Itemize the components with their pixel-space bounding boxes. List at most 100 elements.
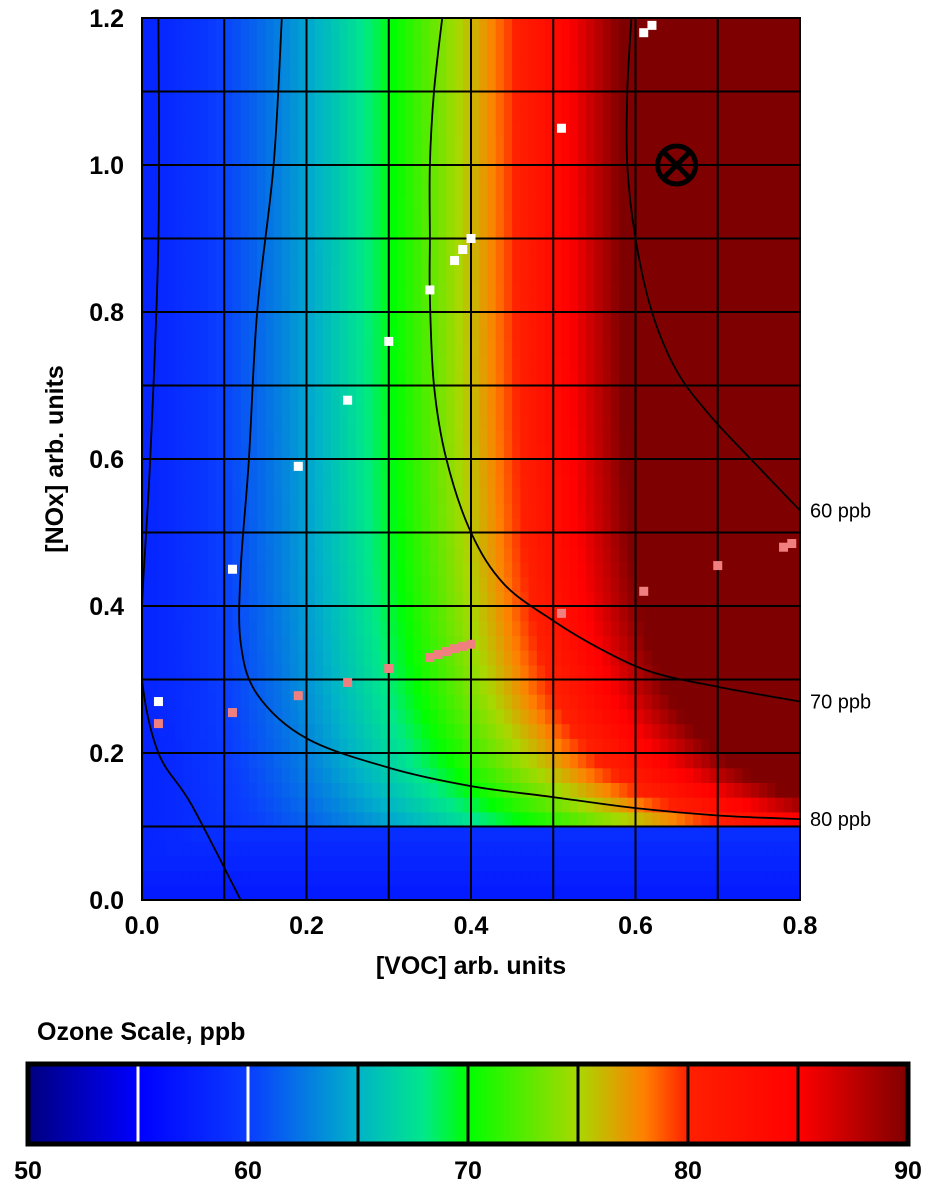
- heat-cell: [298, 444, 308, 460]
- heat-cell: [586, 209, 595, 225]
- heat-cell: [429, 708, 439, 725]
- heat-cell: [166, 370, 176, 387]
- heat-cell: [265, 635, 275, 651]
- heat-cell: [586, 606, 595, 622]
- heat-cell: [322, 267, 332, 284]
- heat-cell: [479, 267, 489, 284]
- heat-cell: [158, 503, 168, 519]
- heat-cell: [372, 297, 382, 313]
- heat-cell: [487, 664, 497, 681]
- heat-cell: [421, 811, 431, 828]
- heat-cell: [273, 606, 283, 622]
- heat-cell: [158, 194, 168, 210]
- heat-cell: [347, 209, 357, 225]
- heat-cell: [174, 356, 184, 372]
- heat-cell: [586, 326, 595, 342]
- heat-cell: [701, 885, 711, 900]
- heat-cell: [248, 517, 258, 534]
- heat-cell: [503, 679, 513, 695]
- heat-cell: [429, 561, 439, 578]
- heat-cell: [660, 32, 669, 48]
- heat-cell: [487, 444, 497, 460]
- heat-cell: [767, 267, 776, 284]
- heat-cell: [742, 282, 752, 298]
- heat-cell: [405, 179, 415, 195]
- heat-cell: [635, 650, 645, 666]
- heat-cell: [355, 576, 365, 592]
- heat-cell: [207, 165, 217, 181]
- heat-cell: [767, 356, 776, 372]
- heat-cell: [471, 620, 480, 636]
- heat-cell: [191, 194, 201, 210]
- heat-cell: [462, 782, 472, 798]
- heat-cell: [676, 76, 686, 93]
- heat-cell: [569, 165, 579, 181]
- heat-cell: [758, 414, 768, 431]
- heat-cell: [503, 532, 513, 548]
- heat-cell: [742, 400, 752, 416]
- heat-cell: [166, 267, 176, 284]
- heat-cell: [750, 503, 760, 519]
- heat-cell: [339, 532, 349, 548]
- heat-cell: [174, 135, 184, 151]
- heat-cell: [627, 91, 637, 107]
- heat-cell: [207, 606, 217, 622]
- heat-cell: [750, 782, 760, 798]
- heat-cell: [651, 297, 661, 313]
- heat-cell: [273, 532, 283, 548]
- heat-cell: [429, 517, 439, 534]
- heat-cell: [553, 135, 563, 151]
- heat-cell: [495, 606, 505, 622]
- heat-cell: [166, 885, 176, 900]
- heat-cell: [520, 297, 530, 313]
- heat-cell: [462, 76, 472, 93]
- heat-cell: [355, 473, 365, 489]
- heat-cell: [388, 591, 398, 607]
- heat-cell: [693, 165, 702, 181]
- heat-cell: [734, 591, 744, 607]
- heat-cell: [717, 370, 727, 387]
- heat-cell: [479, 503, 489, 519]
- heat-cell: [158, 811, 168, 828]
- heat-cell: [750, 650, 760, 666]
- heat-cell: [635, 209, 645, 225]
- heat-cell: [767, 591, 776, 607]
- heat-cell: [528, 767, 538, 783]
- heat-cell: [322, 532, 332, 548]
- heat-cell: [553, 400, 563, 416]
- heat-cell: [166, 18, 176, 34]
- heat-cell: [396, 532, 406, 548]
- heat-cell: [635, 738, 645, 754]
- heat-cell: [528, 400, 538, 416]
- heat-cell: [388, 841, 398, 857]
- heat-cell: [545, 811, 554, 828]
- heat-cell: [536, 326, 546, 342]
- heat-cell: [734, 561, 744, 578]
- heat-cell: [191, 767, 201, 783]
- heat-cell: [602, 459, 612, 475]
- heat-cell: [660, 620, 669, 636]
- heat-cell: [725, 106, 735, 122]
- heat-cell: [314, 326, 324, 342]
- heat-cell: [413, 253, 423, 269]
- heat-cell: [306, 473, 316, 489]
- heat-cell: [734, 120, 744, 137]
- heat-cell: [257, 635, 266, 651]
- heat-cell: [232, 32, 242, 48]
- heat-cell: [717, 591, 727, 607]
- heat-cell: [355, 870, 365, 886]
- heat-cell: [281, 414, 291, 431]
- heat-cell: [528, 444, 538, 460]
- heat-cell: [183, 473, 192, 489]
- heat-cell: [717, 400, 727, 416]
- heat-cell: [158, 76, 168, 93]
- heat-cell: [207, 811, 217, 828]
- heat-cell: [520, 782, 530, 798]
- heat-cell: [471, 547, 480, 563]
- heat-cell: [651, 606, 661, 622]
- heat-cell: [750, 708, 760, 725]
- heat-cell: [602, 91, 612, 107]
- heat-cell: [240, 782, 250, 798]
- heat-cell: [495, 120, 505, 137]
- heat-cell: [545, 150, 554, 166]
